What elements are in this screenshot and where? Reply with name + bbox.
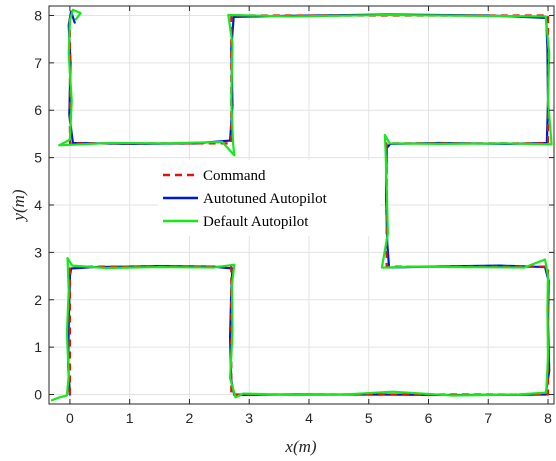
x-tick-label: 7 (484, 410, 492, 426)
y-axis-label: y(m) (9, 189, 28, 222)
x-tick-label: 3 (245, 410, 253, 426)
y-tick-label: 6 (34, 102, 42, 118)
y-tick-label: 0 (34, 387, 42, 403)
y-tick-label: 8 (34, 7, 42, 23)
y-tick-label: 3 (34, 244, 42, 260)
legend-label-default-autopilot: Default Autopilot (203, 214, 309, 230)
legend-label-autotuned-autopilot: Autotuned Autopilot (203, 191, 328, 207)
legend: Command Autotuned Autopilot Default Auto… (158, 160, 380, 236)
x-tick-label: 6 (425, 410, 433, 426)
y-tick-label: 1 (34, 339, 42, 355)
x-tick-label: 0 (66, 410, 74, 426)
series-layer (50, 8, 553, 402)
x-axis-label: x(m) (284, 437, 316, 456)
x-tick-label: 1 (126, 410, 134, 426)
y-tick-label: 7 (34, 55, 42, 71)
x-tick-label: 8 (544, 410, 552, 426)
legend-label-command: Command (203, 168, 266, 184)
x-tick-label: 5 (365, 410, 373, 426)
series-line-default-autopilot (50, 8, 553, 402)
y-tick-label: 2 (34, 292, 42, 308)
y-tick-label: 5 (34, 150, 42, 166)
ticks: 0 1 2 3 4 5 6 7 8 0 1 2 3 4 5 6 7 8 (34, 6, 554, 426)
x-tick-label: 2 (186, 410, 194, 426)
y-tick-label: 4 (34, 197, 42, 213)
x-tick-label: 4 (305, 410, 313, 426)
